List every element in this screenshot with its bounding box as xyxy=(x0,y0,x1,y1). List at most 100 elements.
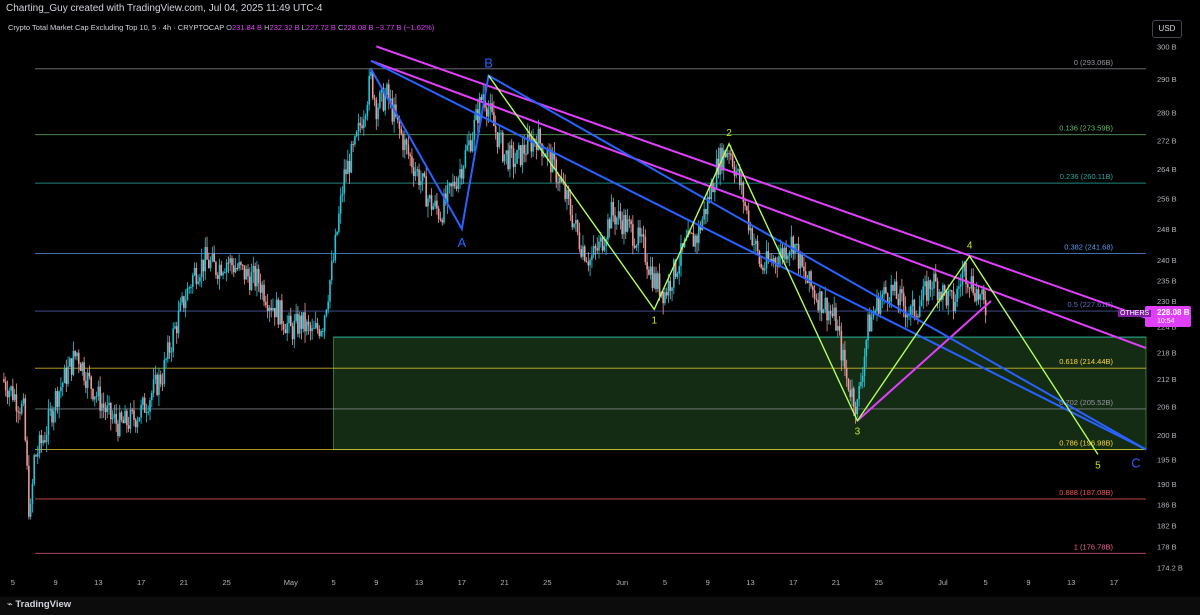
time-tick: 9 xyxy=(374,578,378,587)
candle-body xyxy=(975,289,978,302)
candle-body xyxy=(831,313,834,317)
candle-body xyxy=(404,139,406,150)
candle-body xyxy=(828,311,830,321)
candle-body xyxy=(664,292,666,304)
candle-body xyxy=(648,269,650,275)
candle-body xyxy=(525,153,527,155)
candle-body xyxy=(952,291,955,312)
candle-body xyxy=(177,311,180,334)
candle-body xyxy=(473,119,476,140)
time-tick: 17 xyxy=(789,578,797,587)
candle-body xyxy=(259,282,262,293)
candle-body xyxy=(136,421,139,428)
candle-body xyxy=(322,331,324,333)
candle-body xyxy=(596,248,599,251)
candle-body xyxy=(519,145,522,166)
candle-body xyxy=(291,326,294,340)
candle-body xyxy=(58,391,60,407)
candle-body xyxy=(940,291,942,300)
candle-body xyxy=(785,247,787,260)
candle-body xyxy=(218,264,221,279)
candle-body xyxy=(856,399,859,415)
ohlc-key: H xyxy=(262,23,270,32)
candle-body xyxy=(215,262,217,276)
candle-body xyxy=(206,247,208,260)
symbol-name[interactable]: Crypto Total Market Cap Excluding Top 10… xyxy=(8,23,225,32)
candle-body xyxy=(799,252,802,269)
candle-body xyxy=(387,84,390,101)
candle-body xyxy=(35,455,37,457)
time-tick: 17 xyxy=(458,578,466,587)
candle-body xyxy=(610,201,613,229)
candle-body xyxy=(471,139,474,152)
candle-body xyxy=(655,273,657,289)
candle-body xyxy=(516,149,518,164)
candle-body xyxy=(778,256,780,267)
ohlc-value: −3.77 B (−1.62%) xyxy=(375,23,435,32)
candle-body xyxy=(355,131,358,137)
candle-body xyxy=(354,136,356,145)
candle-body xyxy=(881,294,884,300)
candle-body xyxy=(461,169,463,179)
time-tick: 21 xyxy=(832,578,840,587)
candle-body xyxy=(152,379,155,394)
candle-body xyxy=(635,245,638,248)
candle-body xyxy=(363,119,365,128)
candle-body xyxy=(359,122,362,126)
candle-body xyxy=(186,288,189,301)
candle-body xyxy=(983,289,985,301)
candle-body xyxy=(329,280,331,302)
candle-body xyxy=(428,195,431,199)
candle-body xyxy=(213,253,215,263)
candle-body xyxy=(890,284,893,302)
candle-body xyxy=(371,71,374,98)
candle-body xyxy=(436,200,438,209)
candle-body xyxy=(591,255,593,260)
candle-body xyxy=(325,309,328,316)
trendline xyxy=(370,59,1147,451)
candle-body xyxy=(382,87,385,111)
candle-body xyxy=(824,297,827,310)
candle-body xyxy=(158,374,160,395)
candle-body xyxy=(220,264,223,276)
wave-label-b: B xyxy=(484,56,493,71)
candle-body xyxy=(573,223,575,228)
candle-body xyxy=(582,246,584,257)
candle-body xyxy=(341,193,344,196)
candle-body xyxy=(277,299,280,325)
candle-body xyxy=(184,300,187,308)
time-tick: 25 xyxy=(222,578,230,587)
candle-body xyxy=(216,275,219,279)
candle-body xyxy=(714,187,716,193)
candle-body xyxy=(79,364,82,372)
candle-body xyxy=(485,107,488,117)
candle-body xyxy=(459,169,461,178)
candle-body xyxy=(608,219,611,229)
time-tick: 5 xyxy=(663,578,667,587)
candle-body xyxy=(86,372,89,388)
candle-body xyxy=(865,339,868,357)
wave-label-c: C xyxy=(1131,455,1140,470)
candle-body xyxy=(658,273,661,296)
candle-body xyxy=(619,211,622,221)
candle-body xyxy=(168,342,171,353)
candle-body xyxy=(407,144,410,155)
wave-label-3: 3 xyxy=(855,427,861,438)
candle-body xyxy=(838,326,841,331)
currency-button[interactable]: USD xyxy=(1152,20,1182,38)
candle-body xyxy=(772,258,775,262)
candle-body xyxy=(813,290,816,299)
candle-body xyxy=(6,390,9,398)
candle-body xyxy=(737,169,739,172)
candle-body xyxy=(835,307,837,331)
candle-body xyxy=(478,97,481,124)
candle-body xyxy=(455,186,458,189)
candle-body xyxy=(920,300,923,307)
candle-body xyxy=(646,261,648,270)
candle-body xyxy=(858,385,860,400)
candle-body xyxy=(165,358,167,361)
candle-body xyxy=(272,307,274,311)
candle-body xyxy=(526,134,529,154)
tradingview-logo[interactable]: ⌁ TradingView xyxy=(7,599,72,610)
